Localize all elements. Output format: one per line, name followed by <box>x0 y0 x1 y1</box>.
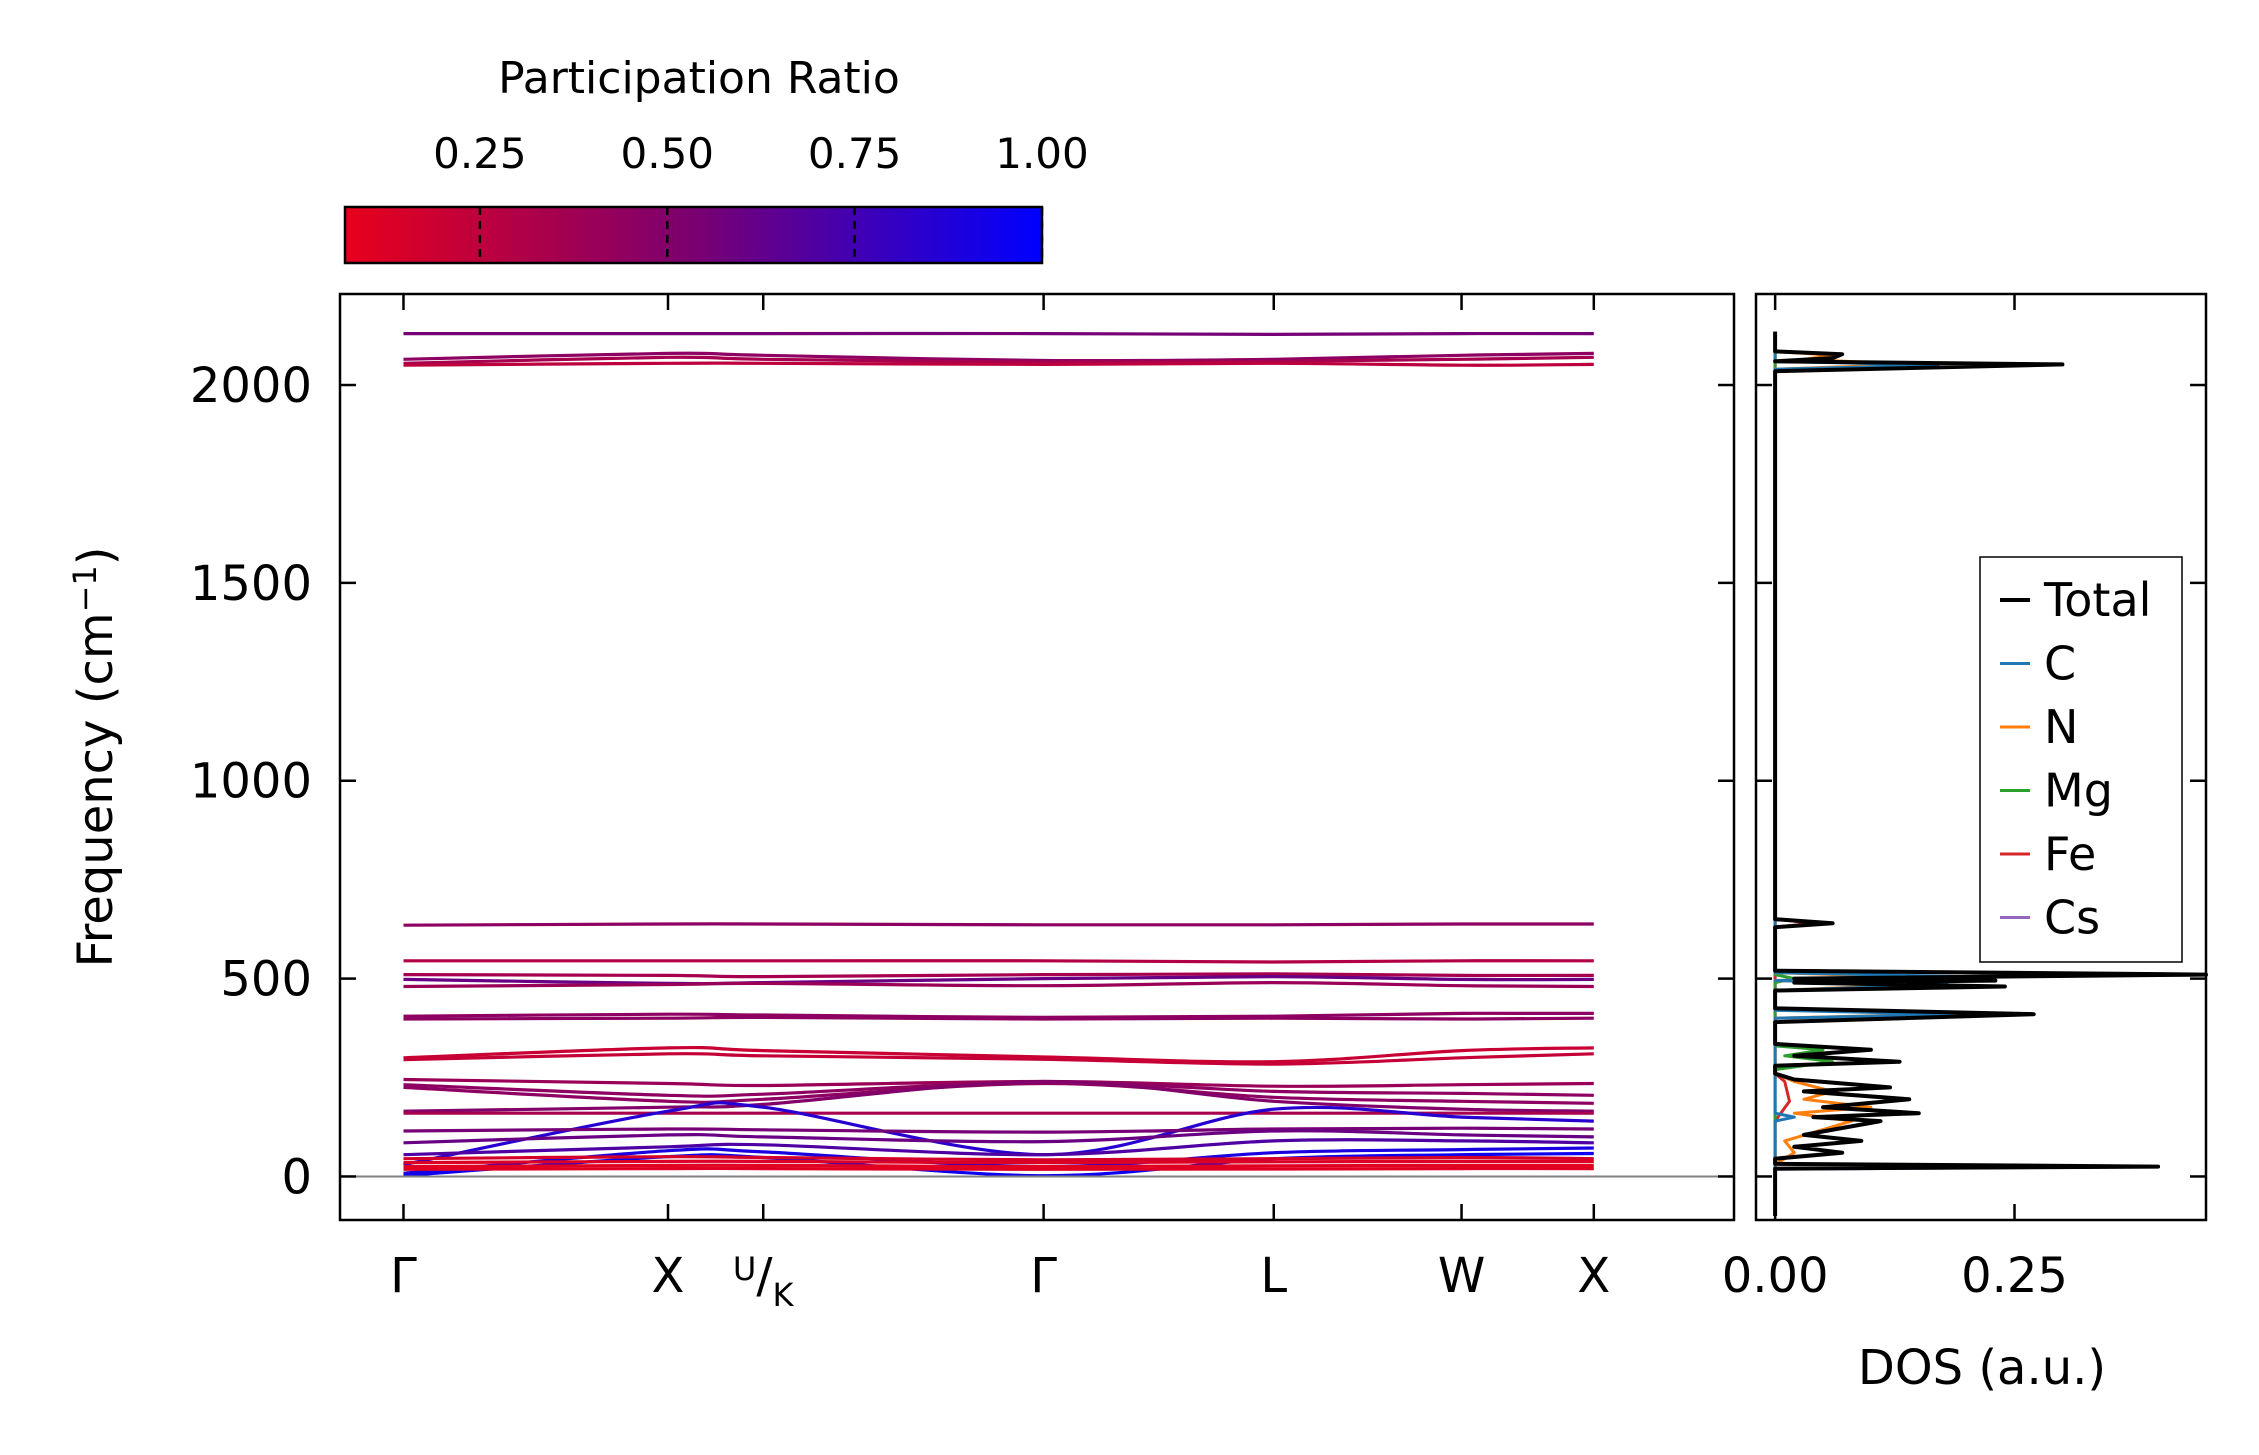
dos-legend-box <box>1979 556 2183 963</box>
x-tick-label: U/K <box>733 1248 795 1314</box>
dos-x-tick-label: 0.00 <box>1722 1248 1829 1304</box>
phonon-band <box>403 1081 1594 1105</box>
dos-series-total <box>1773 331 2208 1216</box>
phonon-band <box>403 361 1594 367</box>
colorbar: Participation Ratio 0.25 0.50 0.75 1.00 <box>343 53 1089 265</box>
colorbar-tick-label: 0.75 <box>808 129 902 178</box>
y-axis-label-close: ) <box>68 546 124 565</box>
phonon-band <box>403 1052 1594 1066</box>
y-tick-label: 1000 <box>190 754 312 810</box>
legend-label: Cs <box>2044 891 2100 945</box>
dos-panel: 0.00 0.25 DOS (a.u.) Total CN Mg Fe Cs <box>1722 292 2208 1396</box>
colorbar-tick-label: 0.25 <box>433 129 527 178</box>
phonon-band <box>403 1045 1594 1064</box>
y-tick-label: 2000 <box>190 358 312 414</box>
y-tick-label: 0 <box>281 1149 312 1205</box>
phonon-band <box>403 1015 1594 1021</box>
dos-x-tick-label: 0.25 <box>1961 1248 2068 1304</box>
x-tick-label: X <box>652 1248 685 1304</box>
phonon-band <box>403 1079 1594 1113</box>
phonon-band <box>403 974 1594 986</box>
x-tick-label: X <box>1577 1248 1610 1304</box>
colorbar-gradient <box>343 205 1044 265</box>
phonon-band <box>403 1129 1594 1145</box>
y-axis-label-main: Frequency (cm <box>68 612 124 967</box>
phonon-band <box>403 1166 1594 1171</box>
legend-label: C <box>2044 637 2076 691</box>
x-tick-label: Γ <box>390 1248 417 1304</box>
dos-series-fe <box>1773 331 1815 1216</box>
x-tick-label: W <box>1438 1248 1485 1304</box>
phonon-band <box>403 1138 1594 1157</box>
colorbar-tick-label: 0.50 <box>621 129 715 178</box>
phonon-band <box>403 1159 1594 1165</box>
phonon-band <box>403 351 1594 363</box>
legend-label: N <box>2044 700 2078 754</box>
phonon-band <box>403 1011 1594 1020</box>
phonon-band <box>403 355 1594 365</box>
x-tick-label: L <box>1260 1248 1287 1304</box>
phonon-band <box>403 922 1594 927</box>
y-axis-label: Frequency (cm−1) <box>66 546 124 967</box>
colorbar-tick-label: 1.00 <box>995 129 1089 178</box>
y-tick-label: 1500 <box>190 556 312 612</box>
band-structure-panel: 0 500 1000 1500 2000 Γ X U/K Γ L W X Frequency (cm−… <box>66 292 1736 1314</box>
legend-label: Total <box>2043 573 2151 627</box>
phonon-band <box>403 959 1594 964</box>
dos-frame <box>1754 292 2208 1222</box>
phonon-band <box>403 1163 1594 1169</box>
phonon-band <box>403 331 1594 337</box>
legend-label: Mg <box>2044 764 2113 818</box>
colorbar-title: Participation Ratio <box>498 53 900 104</box>
dos-x-axis-label: DOS (a.u.) <box>1858 1340 2106 1396</box>
phonon-band <box>403 980 1594 989</box>
band-structure-frame <box>338 292 1736 1222</box>
phonon-band <box>403 1155 1594 1162</box>
y-tick-label: 500 <box>220 952 312 1008</box>
x-tick-label: Γ <box>1030 1248 1057 1304</box>
phonon-band <box>403 972 1594 979</box>
phonon-band <box>403 1126 1594 1134</box>
y-axis-label-superscript: −1 <box>66 565 104 612</box>
legend-label: Fe <box>2044 827 2096 881</box>
dos-legend: Total CN Mg Fe Cs <box>1979 556 2183 963</box>
